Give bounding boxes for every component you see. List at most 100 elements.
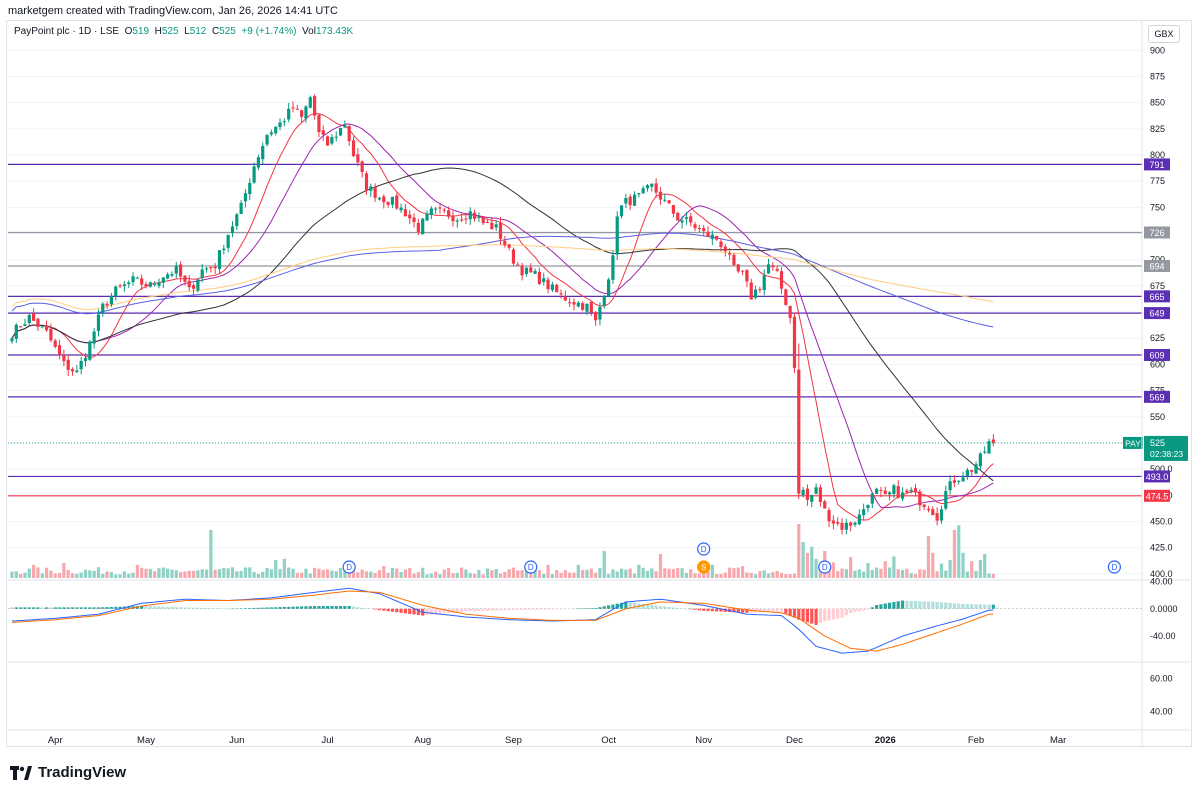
candle bbox=[148, 281, 152, 288]
volume-bar bbox=[935, 571, 939, 578]
macd-histogram-bar bbox=[438, 608, 442, 614]
volume-bar bbox=[373, 573, 377, 578]
candle bbox=[779, 267, 784, 294]
candle bbox=[944, 485, 948, 511]
volume-bar bbox=[204, 569, 209, 578]
candle bbox=[170, 271, 174, 277]
volume-bar bbox=[101, 573, 105, 578]
candle-body bbox=[909, 489, 913, 492]
volume-bar bbox=[44, 567, 49, 578]
volume-bar bbox=[606, 574, 611, 578]
macd-histogram-bar bbox=[287, 606, 291, 609]
candle bbox=[179, 261, 183, 282]
volume-bar bbox=[896, 569, 900, 578]
macd-histogram-bar bbox=[905, 600, 909, 609]
candle bbox=[429, 206, 433, 220]
candle-body bbox=[922, 504, 926, 507]
volume-bar bbox=[745, 572, 749, 578]
moving-average-line bbox=[11, 244, 994, 311]
event-marker: D bbox=[697, 542, 711, 556]
high-value: 525 bbox=[161, 26, 179, 37]
candle bbox=[555, 283, 559, 293]
macd-histogram-bar bbox=[36, 607, 40, 609]
level-tag-label: 474.5 bbox=[1146, 491, 1169, 501]
volume-bar bbox=[866, 563, 870, 578]
candle bbox=[243, 189, 248, 208]
macd-histogram-bar bbox=[533, 608, 537, 610]
candle-body bbox=[209, 267, 213, 269]
candle-body bbox=[641, 188, 645, 194]
volume-bar bbox=[957, 525, 961, 578]
macd-histogram-bar bbox=[736, 608, 740, 613]
candle-body bbox=[395, 195, 399, 209]
volume-bars bbox=[10, 524, 995, 578]
macd-histogram-bar bbox=[161, 606, 165, 609]
symbol-title[interactable]: PayPoint plc · 1D · LSE bbox=[14, 26, 120, 37]
macd-histogram-bar bbox=[818, 608, 823, 624]
candle-body bbox=[308, 97, 312, 108]
candle-body bbox=[239, 202, 243, 215]
candle-body bbox=[70, 369, 75, 372]
volume-bar bbox=[399, 571, 403, 578]
candle bbox=[939, 505, 944, 524]
candle-body bbox=[334, 136, 338, 138]
event-marker: D bbox=[818, 560, 832, 574]
volume-bar bbox=[922, 569, 926, 578]
macd-histogram-bar bbox=[239, 608, 243, 609]
macd-histogram-bar bbox=[866, 608, 870, 610]
macd-histogram-bar bbox=[304, 606, 308, 609]
tradingview-brand[interactable]: TradingView bbox=[10, 764, 126, 781]
price-tag-value: 525 bbox=[1150, 438, 1165, 448]
candle-body bbox=[230, 226, 235, 233]
macd-histogram-bar bbox=[944, 602, 948, 609]
candle-body bbox=[265, 134, 269, 145]
macd-tick-label: 40.00 bbox=[1150, 576, 1173, 586]
volume-bar bbox=[481, 574, 485, 578]
volume-bar bbox=[447, 567, 451, 578]
macd-histogram-bar bbox=[589, 608, 593, 609]
candle bbox=[472, 209, 477, 222]
macd-histogram-bar bbox=[645, 604, 650, 609]
volume-bar bbox=[870, 569, 874, 578]
candle bbox=[572, 298, 576, 311]
candle-body bbox=[758, 289, 762, 291]
macd-histogram-bar bbox=[204, 608, 209, 609]
volume-bar bbox=[619, 568, 624, 578]
candle bbox=[654, 178, 658, 198]
candle bbox=[144, 281, 148, 289]
volume-bar bbox=[719, 573, 723, 578]
volume-bar bbox=[304, 568, 308, 578]
macd-histogram-bar bbox=[490, 608, 494, 611]
candle bbox=[857, 509, 861, 526]
volume-bar bbox=[931, 552, 935, 578]
macd-histogram-bar bbox=[325, 606, 330, 609]
candle bbox=[403, 204, 407, 217]
candle-body bbox=[503, 240, 507, 246]
candle bbox=[775, 265, 779, 273]
volume-bar bbox=[209, 530, 213, 578]
candle-body bbox=[347, 126, 351, 142]
candle-body bbox=[235, 214, 239, 227]
macd-histogram-bar bbox=[425, 608, 429, 616]
candle-body bbox=[191, 285, 196, 289]
level-tag-label: 726 bbox=[1149, 228, 1164, 238]
candle bbox=[19, 325, 23, 328]
volume-bar bbox=[412, 573, 416, 578]
candle-body bbox=[589, 302, 593, 313]
candle bbox=[814, 483, 818, 495]
volume-bar bbox=[131, 572, 135, 578]
macd-histogram-bar bbox=[870, 607, 874, 609]
macd-histogram-bar bbox=[641, 603, 645, 609]
candle bbox=[706, 226, 710, 238]
candle bbox=[818, 484, 823, 507]
macd-histogram-bar bbox=[434, 608, 438, 615]
macd-histogram-bar bbox=[477, 608, 481, 612]
signal-line bbox=[11, 590, 994, 652]
volume-bar bbox=[507, 569, 511, 578]
currency-button[interactable]: GBX bbox=[1148, 25, 1180, 43]
candle-body bbox=[485, 222, 490, 224]
price-tick-label: 625 bbox=[1150, 333, 1165, 343]
candle bbox=[719, 238, 723, 252]
macd-histogram-bar bbox=[974, 604, 978, 609]
